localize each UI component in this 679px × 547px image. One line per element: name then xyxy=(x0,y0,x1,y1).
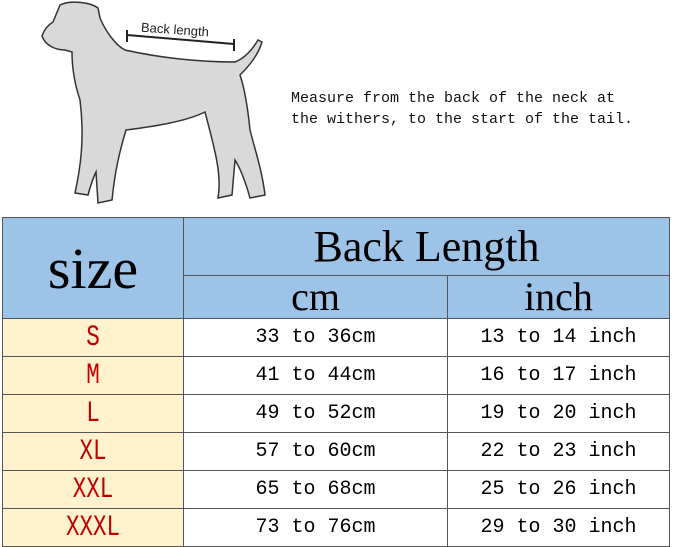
table-row: S 33 to 36cm 13 to 14 inch xyxy=(2,318,671,357)
table-row: XXXL 73 to 76cm 29 to 30 inch xyxy=(2,508,671,547)
measure-instructions: Measure from the back of the neck at the… xyxy=(291,88,633,130)
dog-silhouette-icon xyxy=(41,1,266,204)
back-length-header: Back Length xyxy=(182,217,671,276)
inch-cell: 25 to 26 inch xyxy=(446,470,671,509)
cm-cell: 33 to 36cm xyxy=(183,318,448,357)
size-label: M xyxy=(86,358,100,393)
size-label: S xyxy=(86,320,100,355)
measure-line xyxy=(126,30,235,51)
size-cell: M xyxy=(2,356,184,395)
size-label: XXXL xyxy=(65,510,120,545)
cm-cell: 57 to 60cm xyxy=(183,432,448,471)
cm-cell: 41 to 44cm xyxy=(183,356,448,395)
instruction-line: Measure from the back of the neck at xyxy=(291,90,616,107)
inch-cell: 19 to 20 inch xyxy=(446,394,671,433)
table-row: L 49 to 52cm 19 to 20 inch xyxy=(2,394,671,433)
inch-header: inch xyxy=(446,275,671,319)
inch-cell: 29 to 30 inch xyxy=(446,508,671,547)
size-label: L xyxy=(86,396,100,431)
cm-cell: 73 to 76cm xyxy=(183,508,448,547)
table-row: XXL 65 to 68cm 25 to 26 inch xyxy=(2,470,671,509)
size-cell: S xyxy=(2,318,184,357)
size-cell: XXXL xyxy=(2,508,184,547)
size-chart-table: size Back Length cm inch S 33 to 36cm 13… xyxy=(2,217,671,547)
cm-header: cm xyxy=(183,275,448,319)
inch-cell: 16 to 17 inch xyxy=(446,356,671,395)
cm-cell: 49 to 52cm xyxy=(183,394,448,433)
inch-cell: 13 to 14 inch xyxy=(446,318,671,357)
instruction-line: the withers, to the start of the tail. xyxy=(291,111,634,128)
inch-cell: 22 to 23 inch xyxy=(446,432,671,471)
size-cell: XL xyxy=(2,432,184,471)
size-cell: L xyxy=(2,394,184,433)
size-header: size xyxy=(2,217,184,319)
size-label: XXL xyxy=(72,472,114,507)
size-cell: XXL xyxy=(2,470,184,509)
table-row: M 41 to 44cm 16 to 17 inch xyxy=(2,356,671,395)
table-row: XL 57 to 60cm 22 to 23 inch xyxy=(2,432,671,471)
size-label: XL xyxy=(79,434,107,469)
cm-cell: 65 to 68cm xyxy=(183,470,448,509)
